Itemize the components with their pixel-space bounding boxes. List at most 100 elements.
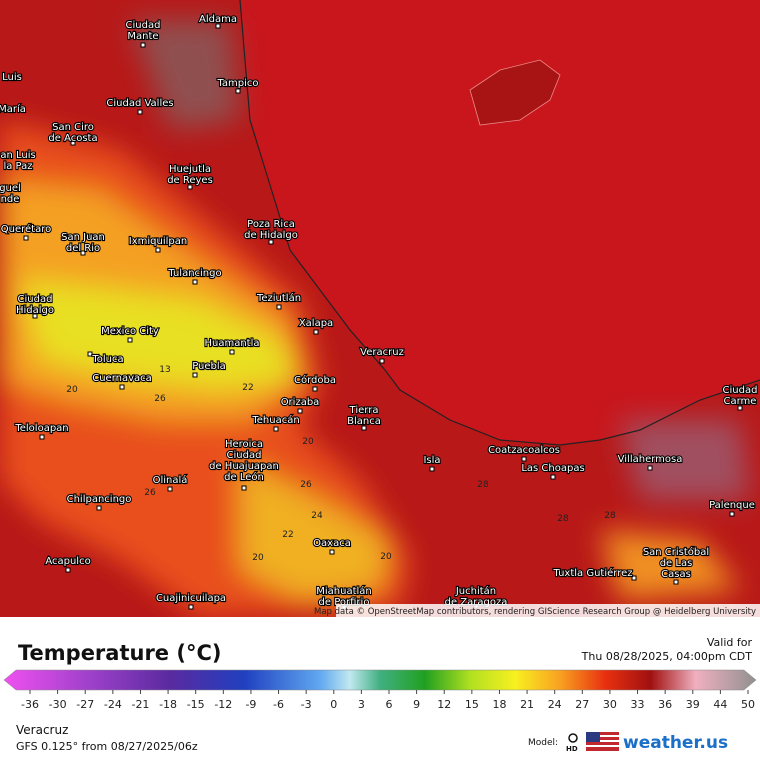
colorbar <box>3 669 757 691</box>
colorbar-tick-label: 18 <box>492 698 506 711</box>
contour-label: 22 <box>242 383 253 393</box>
city-label: Tehuacán <box>251 414 299 426</box>
city-label: Chilpancingo <box>67 494 132 505</box>
city-marker <box>737 405 743 411</box>
city-marker <box>127 337 133 343</box>
sea-contour <box>469 59 561 126</box>
brand[interactable]: weather.us <box>623 733 728 753</box>
colorbar-tick-label: -27 <box>76 698 94 711</box>
city-marker <box>361 425 367 431</box>
colorbar-tick-label: 6 <box>386 698 393 711</box>
legend-title: Temperature (°C) <box>18 641 221 665</box>
city-label: Luis <box>2 72 22 83</box>
city-marker <box>312 386 318 392</box>
colorbar-tick-label: -36 <box>21 698 39 711</box>
colorbar-tick-label: 39 <box>686 698 700 711</box>
city-label: Ciudad <box>18 294 53 305</box>
temperature-field <box>0 20 750 617</box>
valid-time: Thu 08/28/2025, 04:00pm CDT <box>581 650 753 663</box>
city-label: Tampico <box>216 78 258 89</box>
city-label: Acapulco <box>45 556 90 567</box>
city-label: Huamantla <box>204 338 259 349</box>
city-label: Villahermosa <box>618 454 683 465</box>
colorbar-tick-label: -21 <box>131 698 149 711</box>
city-label: Heroica <box>225 439 263 450</box>
city-label: San Ciro <box>52 122 94 133</box>
city-marker <box>70 140 76 146</box>
city-label: Coatzacoalcos <box>488 445 560 456</box>
colorbar-tick-label: 24 <box>548 698 562 711</box>
city-marker <box>235 88 241 94</box>
city-marker <box>137 109 143 115</box>
contour-label: 26 <box>144 488 156 498</box>
city-label: Cuajinicuilapa <box>156 593 226 604</box>
city-marker <box>155 247 161 253</box>
colorbar-tick-label: 27 <box>575 698 589 711</box>
location: Veracruz <box>16 723 68 737</box>
city-label: de Reyes <box>167 175 213 186</box>
city-label: Las Choapas <box>521 463 584 474</box>
city-marker <box>39 434 45 440</box>
city-marker <box>268 239 274 245</box>
city-label: San Juan <box>61 232 105 243</box>
colorbar-tick-label: 50 <box>741 698 755 711</box>
city-label: de Las <box>660 558 693 569</box>
colorbar-tick-label: -3 <box>301 698 312 711</box>
city-label: Blanca <box>347 416 381 427</box>
city-label: Ixmiquilpan <box>129 236 187 247</box>
city-label: Orizaba <box>281 397 320 408</box>
city-label: Querétaro <box>1 223 51 235</box>
city-marker <box>241 485 247 491</box>
city-marker <box>215 23 221 29</box>
valid-label: Valid for <box>707 636 753 649</box>
contour-label: 24 <box>311 511 323 521</box>
city-label: Teloloapan <box>14 423 68 434</box>
contour-label: 20 <box>380 552 392 562</box>
city-label: Poza Rica <box>247 219 295 230</box>
colorbar-tick-label: -24 <box>104 698 122 711</box>
city-marker <box>140 42 146 48</box>
city-label: de León <box>224 471 264 483</box>
city-label: Carme <box>724 396 757 407</box>
colorbar-tick-label: 33 <box>631 698 645 711</box>
city-marker <box>96 505 102 511</box>
city-label: Tulancingo <box>167 268 221 279</box>
colorbar-tick-label: -9 <box>245 698 256 711</box>
city-label: Córdoba <box>294 374 336 386</box>
city-label: Miahuatlán <box>316 585 372 597</box>
city-marker <box>647 465 653 471</box>
city-marker <box>276 304 282 310</box>
city-label: Cuernavaca <box>92 373 152 384</box>
city-marker <box>192 279 198 285</box>
city-marker <box>379 358 385 364</box>
colorbar-tick-label: 9 <box>413 698 420 711</box>
colorbar-tick-label: 21 <box>520 698 534 711</box>
colorbar-tick-label: 44 <box>713 698 727 711</box>
city-label: Veracruz <box>360 347 404 358</box>
city-marker <box>167 486 173 492</box>
colorbar-tick-label: 3 <box>358 698 365 711</box>
city-label: nde <box>1 194 20 205</box>
contour-label: 20 <box>66 385 78 395</box>
city-label: de Hidalgo <box>244 230 298 241</box>
city-label: Mexico City <box>101 326 159 337</box>
city-marker <box>192 372 198 378</box>
city-label: del Rio <box>66 243 100 254</box>
coastline <box>239 0 760 446</box>
contour-label: 28 <box>604 511 616 521</box>
contour-label: 22 <box>282 530 293 540</box>
map: AldamaCiudadManteTampicoLuisMaríaCiudad … <box>0 0 760 617</box>
city-label: Ciudad <box>126 20 161 31</box>
city-label: María <box>0 103 26 115</box>
city-label: de Acosta <box>48 133 97 144</box>
contour-label: 26 <box>154 394 166 404</box>
city-marker <box>80 250 86 256</box>
contour-label: 28 <box>557 514 569 524</box>
colorbar-tick-label: 36 <box>658 698 672 711</box>
colorbar-tick-label: 30 <box>603 698 617 711</box>
city-marker <box>23 235 29 241</box>
city-marker <box>229 349 235 355</box>
colorbar-tick-label: 12 <box>437 698 451 711</box>
contour-label: 28 <box>477 480 489 490</box>
